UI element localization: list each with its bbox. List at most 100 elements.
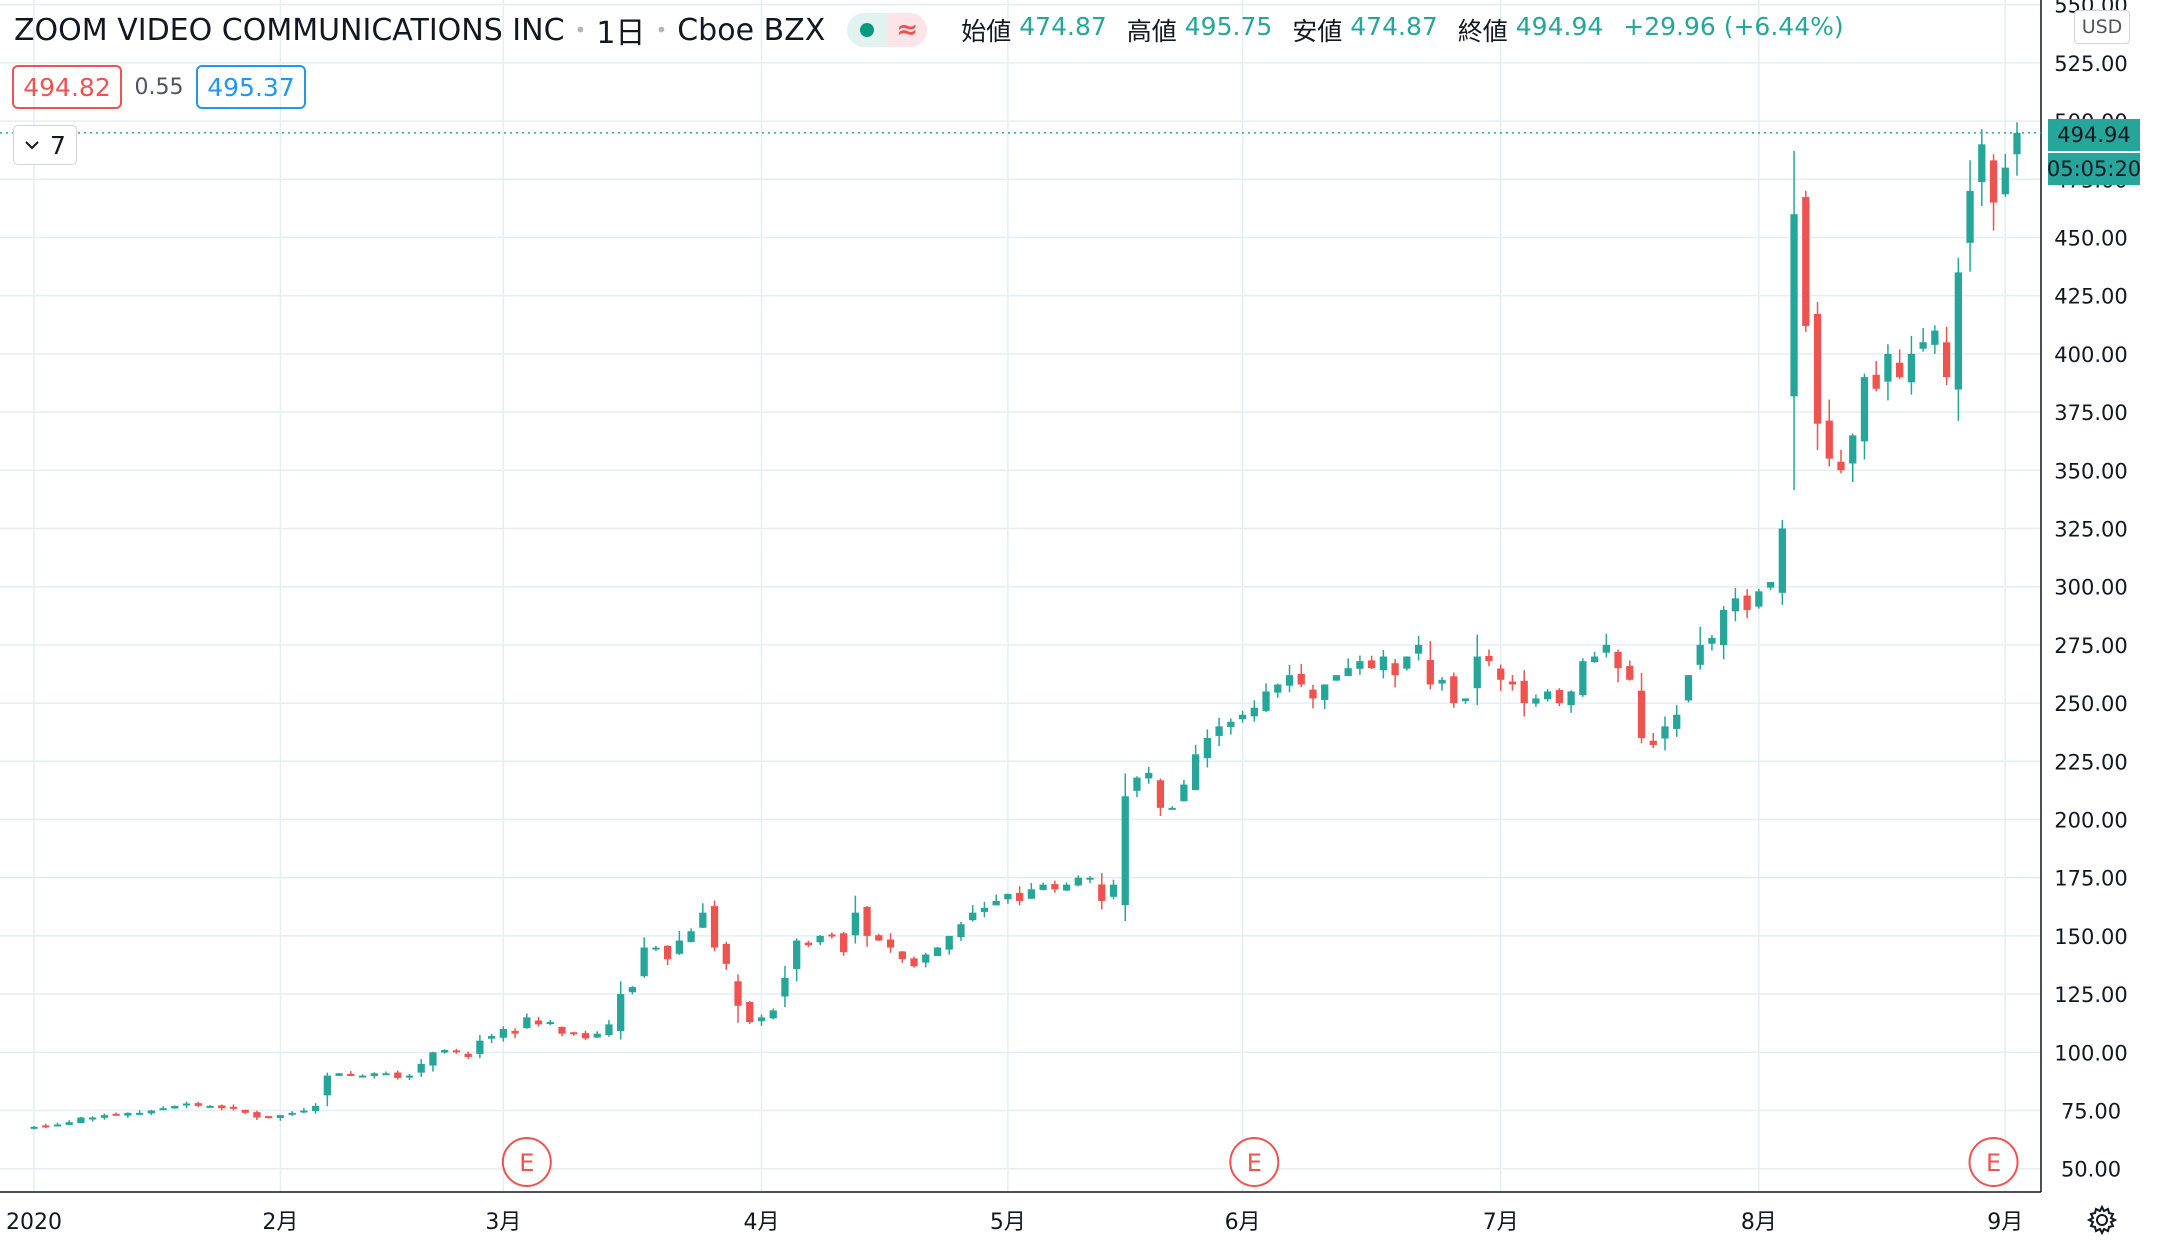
- candle-body: [265, 1116, 273, 1119]
- candle-body: [617, 994, 625, 1032]
- candle: [1215, 717, 1223, 747]
- candle-body: [1720, 609, 1728, 646]
- candle-body: [1778, 528, 1786, 593]
- candle: [722, 941, 730, 970]
- candle: [546, 1020, 554, 1026]
- interval-label[interactable]: 1日: [596, 16, 646, 51]
- candle-body: [1356, 661, 1364, 669]
- candle-body: [1544, 691, 1552, 700]
- candle: [617, 981, 625, 1040]
- candle: [1579, 658, 1587, 697]
- candle: [1426, 641, 1434, 690]
- exchange-label[interactable]: Cboe BZX: [677, 12, 826, 48]
- candle: [323, 1072, 331, 1107]
- candle: [1626, 660, 1634, 681]
- candle: [1743, 589, 1751, 619]
- candle: [100, 1113, 109, 1120]
- candle: [1473, 634, 1481, 706]
- candle: [370, 1072, 378, 1079]
- market-status-toggles[interactable]: ≈: [847, 13, 928, 47]
- candle-body: [394, 1072, 402, 1078]
- candle: [1532, 694, 1540, 707]
- candle: [1168, 806, 1176, 810]
- header-separator: •: [574, 18, 587, 42]
- time-tick-label: 2月: [262, 1210, 298, 1235]
- buy-price-button[interactable]: 495.37: [196, 65, 306, 109]
- candle-body: [1884, 353, 1892, 382]
- indicators-collapse-button[interactable]: 7: [13, 125, 77, 165]
- candle-body: [1403, 656, 1411, 669]
- price-tick-label: 400.00: [2054, 343, 2127, 367]
- market-open-toggle[interactable]: [847, 13, 888, 47]
- candle: [1121, 773, 1129, 921]
- candle-body: [1508, 681, 1517, 685]
- price-tick-label: 175.00: [2054, 867, 2127, 891]
- candle-body: [652, 947, 660, 950]
- candle-body: [863, 906, 871, 936]
- candle-body: [1168, 807, 1176, 810]
- candle-body: [675, 940, 683, 954]
- candle: [1391, 658, 1399, 688]
- candle-body: [1180, 784, 1188, 802]
- last-price-label: 494.94: [2048, 119, 2140, 151]
- candle-body: [1896, 362, 1904, 378]
- candle-body: [1461, 698, 1470, 702]
- candle: [1203, 729, 1212, 768]
- candle: [405, 1074, 414, 1081]
- price-tick-label: 50.00: [2061, 1158, 2121, 1182]
- candle: [1461, 698, 1470, 704]
- candle: [581, 1030, 590, 1040]
- gear-icon[interactable]: [2086, 1204, 2118, 1236]
- candle-body: [1274, 684, 1282, 693]
- symbol-name[interactable]: ZOOM VIDEO COMMUNICATIONS INC: [14, 12, 565, 48]
- candle: [1649, 732, 1657, 749]
- price-tick-label: 200.00: [2054, 809, 2127, 833]
- candle-body: [1098, 884, 1106, 901]
- currency-button[interactable]: USD: [2074, 10, 2130, 44]
- candle-body: [851, 912, 859, 936]
- candle-body: [159, 1108, 167, 1111]
- candle: [1520, 670, 1528, 717]
- candle: [1590, 651, 1599, 663]
- candle: [1673, 705, 1681, 737]
- candle-body: [276, 1115, 285, 1118]
- earnings-marker[interactable]: E: [1229, 1137, 1280, 1187]
- earnings-marker[interactable]: E: [501, 1137, 552, 1187]
- candle: [1755, 588, 1763, 609]
- candle: [1989, 154, 1998, 231]
- approx-icon[interactable]: ≈: [887, 13, 928, 47]
- open-label: 始値: [961, 17, 1012, 46]
- candle: [89, 1116, 97, 1122]
- candle-body: [1485, 655, 1493, 662]
- candle: [53, 1122, 62, 1127]
- candle-body: [663, 945, 672, 960]
- time-tick-label: 9月: [1987, 1210, 2023, 1235]
- sell-price-button[interactable]: 494.82: [12, 65, 122, 109]
- spread-value: 0.55: [134, 74, 184, 100]
- candle: [1661, 716, 1669, 751]
- price-tick-label: 150.00: [2054, 925, 2127, 949]
- candle-body: [1766, 582, 1775, 588]
- candle-body: [1802, 197, 1810, 326]
- earnings-marker[interactable]: E: [1968, 1137, 2019, 1187]
- candle: [781, 965, 789, 1008]
- candle: [42, 1123, 50, 1128]
- candle-body: [382, 1073, 390, 1076]
- candle-body: [100, 1115, 109, 1118]
- candle-body: [1602, 644, 1610, 653]
- candle-body: [1051, 884, 1059, 890]
- candle-body: [687, 931, 695, 943]
- bar-countdown-label: 05:05:20: [2047, 153, 2141, 185]
- candle: [1180, 780, 1188, 802]
- candle-body: [323, 1075, 331, 1096]
- candle-body: [182, 1103, 191, 1106]
- candle-body: [746, 1001, 754, 1023]
- candle-body: [1426, 659, 1434, 685]
- candle: [1966, 160, 1974, 272]
- candle: [1192, 744, 1200, 791]
- candle-body: [1637, 690, 1646, 739]
- candle: [487, 1033, 496, 1044]
- candle: [1708, 635, 1716, 651]
